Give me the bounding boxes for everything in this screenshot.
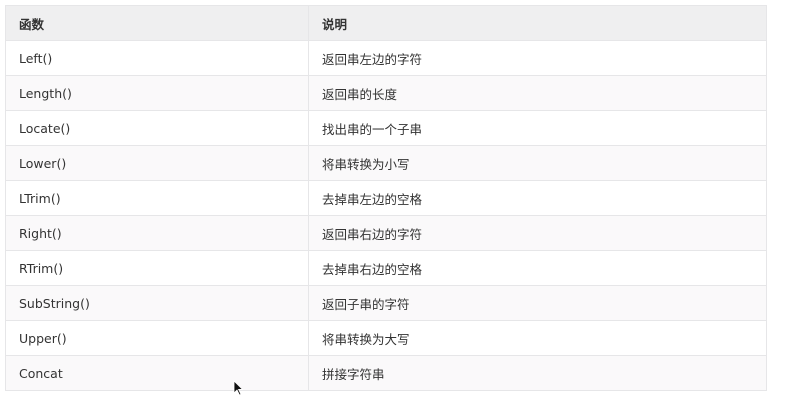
description-cell: 找出串的一个子串 xyxy=(308,110,767,146)
table-row: Length() 返回串的长度 xyxy=(5,75,767,111)
function-name-cell: Right() xyxy=(5,215,309,251)
function-name-cell: Concat xyxy=(5,355,309,391)
table-row: Locate() 找出串的一个子串 xyxy=(5,110,767,146)
function-name-cell: Lower() xyxy=(5,145,309,181)
description-cell: 将串转换为大写 xyxy=(308,320,767,356)
table-row: LTrim() 去掉串左边的空格 xyxy=(5,180,767,216)
table-header-row: 函数 说明 xyxy=(5,5,767,41)
function-name-cell: RTrim() xyxy=(5,250,309,286)
function-name-cell: Left() xyxy=(5,40,309,76)
description-cell: 返回串右边的字符 xyxy=(308,215,767,251)
function-name-cell: Upper() xyxy=(5,320,309,356)
function-name-cell: LTrim() xyxy=(5,180,309,216)
description-cell: 返回串左边的字符 xyxy=(308,40,767,76)
description-cell: 返回子串的字符 xyxy=(308,285,767,321)
header-description: 说明 xyxy=(308,5,767,41)
function-name-cell: Locate() xyxy=(5,110,309,146)
table-row: Right() 返回串右边的字符 xyxy=(5,215,767,251)
description-cell: 拼接字符串 xyxy=(308,355,767,391)
function-name-cell: Length() xyxy=(5,75,309,111)
table-row: RTrim() 去掉串右边的空格 xyxy=(5,250,767,286)
description-cell: 返回串的长度 xyxy=(308,75,767,111)
table-row: Upper() 将串转换为大写 xyxy=(5,320,767,356)
description-cell: 将串转换为小写 xyxy=(308,145,767,181)
description-cell: 去掉串右边的空格 xyxy=(308,250,767,286)
mouse-pointer-icon xyxy=(233,380,243,396)
table-row: Left() 返回串左边的字符 xyxy=(5,40,767,76)
table-row: Lower() 将串转换为小写 xyxy=(5,145,767,181)
function-name-cell: SubString() xyxy=(5,285,309,321)
table-row: SubString() 返回子串的字符 xyxy=(5,285,767,321)
description-cell: 去掉串左边的空格 xyxy=(308,180,767,216)
table-row: Concat 拼接字符串 xyxy=(5,355,767,391)
header-function: 函数 xyxy=(5,5,309,41)
string-functions-table: 函数 说明 Left() 返回串左边的字符 Length() 返回串的长度 Locate… xyxy=(5,5,767,391)
